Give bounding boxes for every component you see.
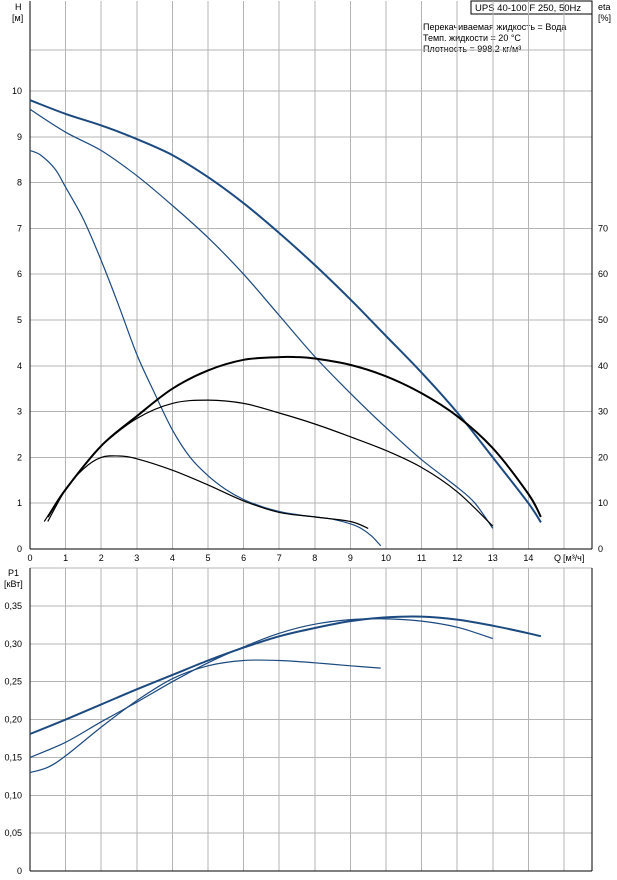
y-tick-label: 3 xyxy=(17,407,22,417)
power-curve xyxy=(29,659,381,774)
p1-axis-label: P1 xyxy=(8,568,19,578)
x-tick-label: 12 xyxy=(452,553,462,563)
power-tick-labels: 0 0,05 0,10 0,15 0,20 0,25 0,30 0,35 xyxy=(4,601,22,876)
x-tick-label: 4 xyxy=(170,553,175,563)
y-tick-label: 0 xyxy=(17,544,22,554)
p1-tick-label: 0,25 xyxy=(4,677,22,687)
x-tick-label: 13 xyxy=(488,553,498,563)
y-axis-label: H xyxy=(15,2,22,12)
x-tick-label: 3 xyxy=(134,553,139,563)
y2-tick-label: 30 xyxy=(598,407,608,417)
y-tick-label: 10 xyxy=(12,86,22,96)
info-line-2: Темп. жидкости = 20 °C xyxy=(423,33,521,43)
y2-axis-unit: [%] xyxy=(598,13,611,23)
power-curve xyxy=(29,618,493,758)
power-curve xyxy=(29,615,542,735)
y-axis-unit: [м] xyxy=(12,13,23,23)
x-tick-label: 1 xyxy=(63,553,68,563)
x-tick-label: 11 xyxy=(417,553,426,563)
p1-tick-label: 0,20 xyxy=(4,715,22,725)
p1-axis-unit: [кВт] xyxy=(4,579,23,589)
x-tick-label: 8 xyxy=(312,553,317,563)
y-tick-label: 8 xyxy=(17,178,22,188)
p1-tick-label: 0 xyxy=(17,866,22,876)
x-tick-label: 0 xyxy=(27,553,32,563)
p1-tick-label: 0,05 xyxy=(4,828,22,838)
y2-tick-label: 60 xyxy=(598,269,608,279)
head-tick-labels: 0 1 2 3 4 5 6 7 8 9 10 11 12 13 1401234567891001020304… xyxy=(12,86,608,563)
x-tick-label: 7 xyxy=(277,553,282,563)
head-curve xyxy=(29,149,382,547)
efficiency-curve xyxy=(47,455,369,529)
y-tick-label: 6 xyxy=(17,269,22,279)
info-text: Перекачиваемая жидкость = Вода Темп. жид… xyxy=(423,22,566,54)
info-line-1: Перекачиваемая жидкость = Вода xyxy=(423,22,566,32)
x-tick-label: 10 xyxy=(381,553,391,563)
x-tick-label: 14 xyxy=(523,553,533,563)
power-grid xyxy=(29,567,593,872)
y2-tick-label: 70 xyxy=(598,223,608,233)
efficiency-curve xyxy=(43,399,494,527)
x-axis-label: Q xyxy=(554,553,561,563)
y-tick-label: 9 xyxy=(17,132,22,142)
x-tick-label: 9 xyxy=(348,553,353,563)
y2-tick-label: 50 xyxy=(598,315,608,325)
x-axis-unit: [м³/ч] xyxy=(563,553,584,563)
p1-tick-label: 0,35 xyxy=(4,601,22,611)
y2-tick-label: 10 xyxy=(598,498,608,508)
head-curve xyxy=(29,99,542,523)
y2-tick-label: 20 xyxy=(598,452,608,462)
y-tick-label: 1 xyxy=(17,498,22,508)
x-tick-label: 2 xyxy=(99,553,104,563)
head-curves xyxy=(29,99,542,547)
y2-tick-label: 0 xyxy=(598,544,603,554)
x-tick-label: 6 xyxy=(241,553,246,563)
y-tick-label: 2 xyxy=(17,452,22,462)
power-curves xyxy=(29,615,542,774)
y-tick-label: 4 xyxy=(17,361,22,371)
p1-tick-label: 0,15 xyxy=(4,752,22,762)
info-line-3: Плотность = 998.2 кг/м³ xyxy=(423,44,521,54)
x-tick-label: 5 xyxy=(205,553,210,563)
p1-tick-label: 0,30 xyxy=(4,639,22,649)
y2-axis-label: eta xyxy=(598,2,611,12)
y2-tick-label: 40 xyxy=(598,361,608,371)
efficiency-curve xyxy=(46,355,542,518)
y-tick-label: 5 xyxy=(17,315,22,325)
head-curve xyxy=(29,108,494,529)
p1-tick-label: 0,10 xyxy=(4,790,22,800)
y-tick-label: 7 xyxy=(17,223,22,233)
